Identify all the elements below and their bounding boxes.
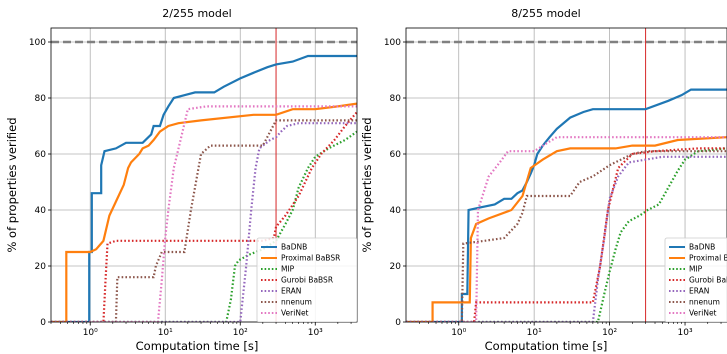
- x-tick-label: 10¹: [527, 328, 542, 338]
- y-axis-label: % of properties verified: [5, 117, 19, 252]
- x-tick-label: 10²: [233, 328, 248, 338]
- y-tick-label: 100: [384, 38, 401, 48]
- series-line-proximal-babsr: [51, 102, 357, 322]
- plot-area: 0 20 40 60 80 100 10⁰ 10¹ 10² 10³ BaDNB Proximal Ba…: [29, 27, 358, 338]
- axes-frame: [50, 27, 358, 323]
- x-tick-label: 10²: [602, 328, 617, 338]
- x-tick-label: 10³: [678, 328, 693, 338]
- y-tick-label: 80: [390, 94, 402, 104]
- y-tick-label: 100: [29, 38, 46, 48]
- y-tick-label: 80: [35, 94, 47, 104]
- series-line-badnb: [51, 54, 357, 322]
- chart-2-255-model: 2/255 model Computation time [s] % of pr…: [5, 7, 358, 353]
- y-tick-label: 60: [390, 150, 402, 160]
- legend-label: nnenum: [689, 298, 720, 307]
- series-line-eran: [406, 155, 727, 322]
- y-tick-label: 20: [390, 262, 402, 272]
- y-axis-label: % of properties verified: [360, 117, 374, 252]
- x-axis-label: Computation time [s]: [485, 339, 608, 353]
- legend-label: BaDNB: [281, 243, 307, 252]
- axes-frame: [405, 27, 727, 323]
- legend: BaDNB Proximal BaBSR MIP Gurobi BaBSR ERAN nn…: [256, 237, 357, 322]
- y-tick-label: 0: [40, 318, 46, 328]
- legend-label: Proximal BaBSR: [281, 254, 340, 263]
- legend-label: MIP: [689, 265, 703, 274]
- y-tick-label: 20: [35, 262, 47, 272]
- legend-label: nnenum: [281, 298, 312, 307]
- y-tick-label: 0: [395, 318, 401, 328]
- legend-label: VeriNet: [281, 309, 309, 318]
- chart-8-255-model: 8/255 model Computation time [s] % of pr…: [360, 7, 727, 353]
- plot-area: 0 20 40 60 80 100 10⁰ 10¹ 10² 10³ BaDNB Proximal Ba…: [384, 27, 727, 338]
- legend-label: Gurobi BaBSR: [689, 276, 727, 285]
- legend: BaDNB Proximal BaBSR MIP Gurobi BaBSR ERAN nn…: [664, 237, 727, 322]
- chart-title: 8/255 model: [511, 7, 580, 20]
- y-tick-label: 40: [390, 206, 402, 216]
- y-tick-label: 40: [35, 206, 47, 216]
- series-line-nnenum: [406, 150, 727, 322]
- y-tick-label: 60: [35, 150, 47, 160]
- series-line-nnenum: [51, 119, 357, 322]
- legend-label: VeriNet: [689, 309, 717, 318]
- legend-label: BaDNB: [689, 243, 715, 252]
- x-tick-label: 10³: [308, 328, 323, 338]
- x-tick-label: 10⁰: [451, 328, 466, 338]
- series-line-verinet: [406, 136, 727, 322]
- x-axis-label: Computation time [s]: [136, 339, 259, 353]
- legend-label: ERAN: [281, 287, 301, 296]
- legend-label: ERAN: [689, 287, 709, 296]
- x-tick-label: 10¹: [158, 328, 173, 338]
- legend-label: MIP: [281, 265, 295, 274]
- legend-box: [664, 237, 727, 322]
- x-tick-label: 10⁰: [83, 328, 98, 338]
- legend-box: [256, 237, 357, 322]
- series-line-mip: [406, 147, 727, 322]
- series-line-badnb: [406, 88, 727, 322]
- series-line-gurobi-babsr: [406, 147, 727, 322]
- legend-label: Gurobi BaBSR: [281, 276, 333, 285]
- chart-title: 2/255 model: [162, 7, 231, 20]
- series-line-eran: [51, 122, 357, 322]
- legend-label: Proximal BaBSR: [689, 254, 727, 263]
- series-line-proximal-babsr: [406, 136, 727, 322]
